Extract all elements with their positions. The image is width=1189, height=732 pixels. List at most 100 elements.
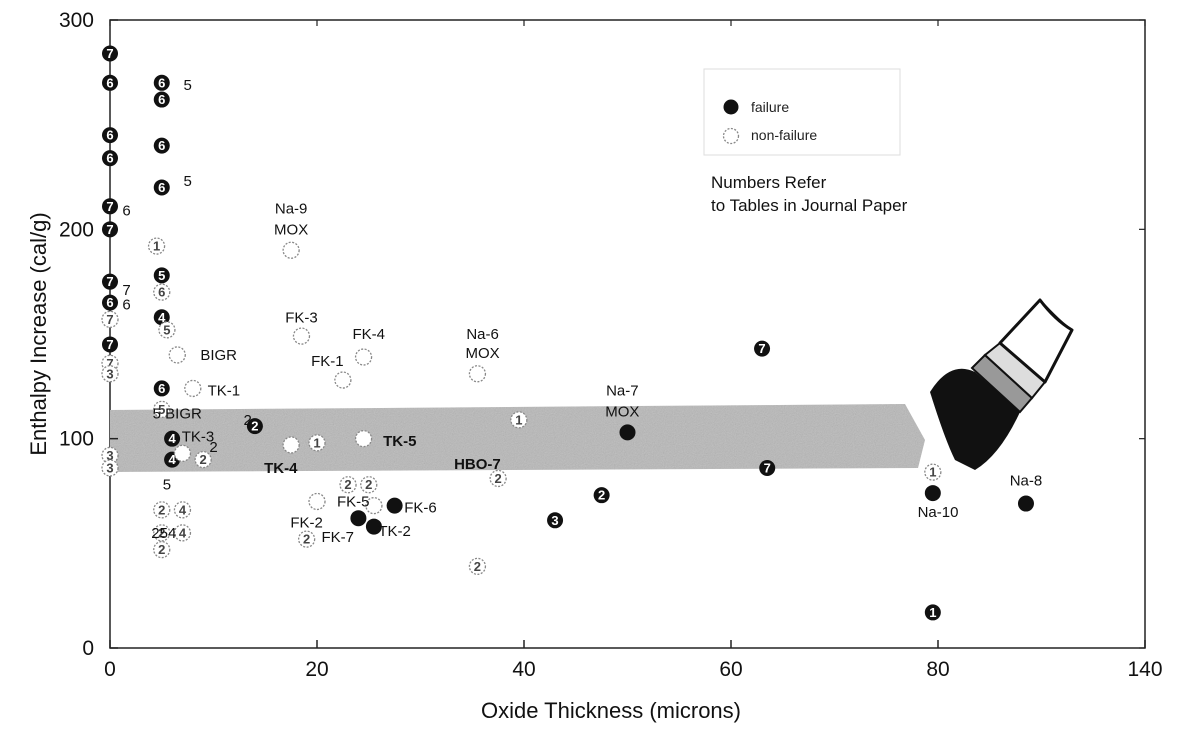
- point-label-30: 5: [163, 477, 171, 494]
- svg-text:4: 4: [179, 502, 187, 517]
- point-label-11: 5 BIGR: [153, 406, 202, 423]
- svg-text:6: 6: [158, 285, 165, 300]
- y-tick-label-1: 100: [59, 428, 94, 451]
- failure-point-16: 4: [164, 430, 181, 447]
- svg-text:2: 2: [344, 477, 351, 492]
- failure-point-12: 6: [153, 179, 170, 196]
- svg-text:7: 7: [106, 337, 113, 352]
- svg-text:1: 1: [153, 239, 160, 254]
- svg-text:7: 7: [106, 312, 113, 327]
- non-failure-point-27: 2: [489, 469, 507, 488]
- non-failure-point-22: [468, 365, 487, 383]
- svg-text:7: 7: [106, 46, 113, 61]
- failure-point-18: 2: [246, 418, 263, 435]
- annotation-line-2: to Tables in Journal Paper: [711, 196, 908, 215]
- point-label-14: TK-5: [383, 433, 416, 450]
- non-failure-point-31: [365, 497, 383, 515]
- axis-ticks: [109, 19, 1146, 649]
- point-label-1: MOX: [274, 221, 308, 238]
- svg-text:7: 7: [764, 460, 771, 475]
- svg-text:2: 2: [474, 559, 481, 574]
- svg-text:2: 2: [158, 542, 165, 557]
- svg-text:3: 3: [106, 366, 113, 381]
- point-label-24: 5: [183, 173, 191, 190]
- legend-failure-marker: [723, 99, 739, 115]
- non-failure-point-30: [308, 492, 326, 511]
- svg-text:6: 6: [106, 75, 113, 90]
- svg-text:2: 2: [495, 471, 502, 486]
- non-failure-point-19: [292, 327, 311, 345]
- non-failure-point-29: 2: [360, 476, 378, 494]
- point-label-4: FK-1: [311, 353, 344, 370]
- x-tick-label-2: 40: [512, 658, 535, 681]
- point-label-16: FK-5: [337, 493, 370, 510]
- svg-text:4: 4: [179, 525, 187, 540]
- failure-point-21: [365, 518, 382, 535]
- x-tick-label-0: 0: [104, 658, 116, 681]
- failure-point-0: 7: [102, 45, 118, 62]
- svg-text:6: 6: [106, 128, 113, 143]
- failure-point-3: 6: [102, 150, 118, 167]
- svg-text:2: 2: [200, 452, 207, 467]
- non-failure-point-34: 1: [924, 463, 942, 481]
- svg-text:6: 6: [158, 180, 165, 195]
- failure-point-22: 3: [547, 512, 564, 529]
- point-label-26: 7: [122, 282, 130, 299]
- point-label-12: TK-3: [182, 429, 215, 446]
- legend-failure-label: failure: [751, 99, 789, 115]
- non-failure-point-20: [354, 348, 373, 366]
- point-label-31: 254: [151, 525, 176, 542]
- failure-point-20: [386, 497, 403, 514]
- non-failure-point-8: 3: [101, 365, 119, 383]
- point-label-5: Na-6: [466, 326, 499, 343]
- point-label-10: TK-1: [208, 383, 241, 400]
- svg-text:2: 2: [598, 488, 605, 503]
- svg-text:1: 1: [929, 605, 936, 620]
- x-axis-title: Oxide Thickness (microns): [481, 698, 741, 723]
- svg-text:1: 1: [313, 435, 320, 450]
- non-failure-point-24: [282, 436, 300, 454]
- svg-text:1: 1: [929, 465, 936, 480]
- non-failure-point-11: [173, 444, 192, 462]
- svg-text:4: 4: [168, 431, 176, 446]
- svg-text:6: 6: [158, 75, 165, 90]
- point-label-21: Na-10: [918, 504, 959, 521]
- point-label-22: Na-8: [1010, 473, 1043, 490]
- x-tick-label-4: 80: [926, 658, 949, 681]
- x-tick-label-3: 60: [719, 658, 742, 681]
- point-label-20: FK-7: [321, 529, 354, 546]
- y-tick-label-2: 200: [59, 218, 94, 241]
- non-failure-point-0: 1: [147, 237, 166, 255]
- y-tick-label-0: 0: [82, 637, 94, 660]
- svg-text:7: 7: [106, 356, 113, 371]
- failure-point-9: 6: [153, 74, 170, 91]
- point-label-15: HBO-7: [454, 456, 501, 473]
- svg-text:7: 7: [106, 274, 113, 289]
- non-failure-point-17: 2: [153, 540, 171, 559]
- non-failure-point-10: 3: [101, 459, 119, 477]
- svg-text:2: 2: [251, 419, 258, 434]
- non-failure-point-26: [354, 430, 373, 448]
- svg-text:3: 3: [106, 448, 113, 463]
- point-label-3: FK-4: [352, 326, 385, 343]
- point-labels: Na-9 MOX FK-3 FK-4 FK-1 Na-6 MOX Na-7 MOX BIGR TK-…: [122, 77, 1042, 546]
- non-failure-point-15: 2: [153, 524, 171, 542]
- svg-text:6: 6: [158, 92, 165, 107]
- failure-point-5: 7: [102, 221, 118, 238]
- paintbrush-icon: [930, 298, 1074, 470]
- failure-point-4: 7: [102, 198, 118, 215]
- point-label-13: TK-4: [264, 460, 298, 477]
- failure-point-8: 7: [102, 336, 118, 353]
- y-axis-title: Enthalpy Increase (cal/g): [26, 212, 51, 455]
- non-failure-point-3: [168, 346, 186, 364]
- non-failure-point-2: 5: [158, 321, 176, 339]
- point-label-17: FK-6: [404, 500, 437, 517]
- failure-point-1: 6: [102, 74, 118, 91]
- x-tick-label-5: 140: [1127, 658, 1162, 681]
- failure-point-6: 7: [102, 273, 118, 290]
- non-failure-point-21: [334, 371, 352, 389]
- point-label-8: MOX: [605, 403, 639, 420]
- tick-labels: 0 20 40 60 80 140 0 100 200 300: [59, 9, 1163, 681]
- failure-point-28: 1: [924, 604, 941, 621]
